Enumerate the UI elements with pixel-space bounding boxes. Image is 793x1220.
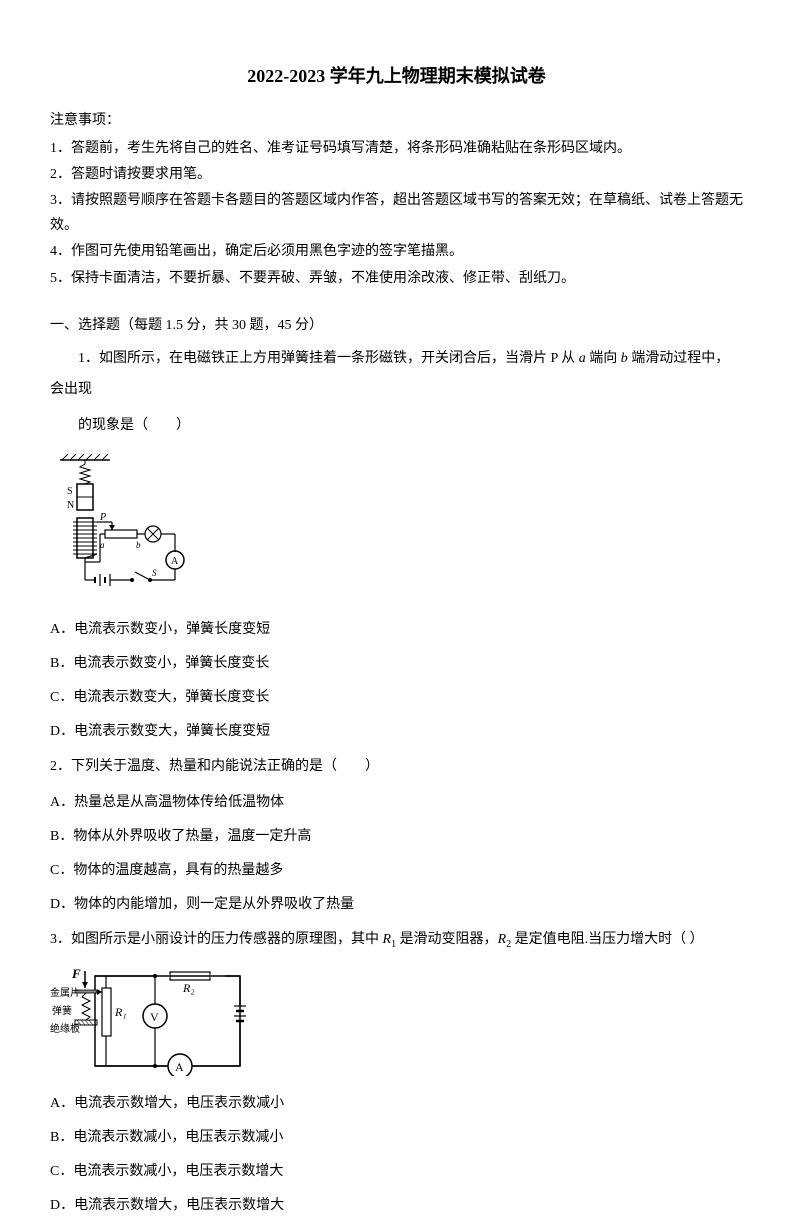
q1-text-b: 端向 (586, 351, 621, 366)
q3-text-a: 3．如图所示是小丽设计的压力传感器的原理图，其中 (50, 932, 383, 947)
section-heading: 一、选择题（每题 1.5 分，共 30 题，45 分） (50, 313, 743, 338)
q3-R2: R (498, 932, 507, 947)
q2-option-a: A．热量总是从高温物体传给低温物体 (50, 789, 743, 817)
q1-option-b: B．电流表示数变小，弹簧长度变长 (50, 650, 743, 678)
q2-option-c: C．物体的温度越高，具有的热量越多 (50, 857, 743, 885)
q3-option-a: A．电流表示数增大，电压表示数减小 (50, 1090, 743, 1118)
label-R1: R₁ (114, 1005, 127, 1019)
label-F: F (71, 966, 81, 981)
label-N: N (67, 500, 74, 511)
label-spring: 弹簧 (52, 1004, 72, 1017)
q3-text-b: 是滑动变阻器， (396, 932, 498, 947)
q3-option-d: D．电流表示数增大，电压表示数增大 (50, 1192, 743, 1220)
label-R2: R₂ (182, 981, 195, 995)
page-title: 2022-2023 学年九上物理期末模拟试卷 (50, 60, 743, 92)
figure-q1: S N P a b A (50, 452, 743, 602)
notice-heading: 注意事项： (50, 108, 743, 133)
label-A: A (175, 1060, 184, 1074)
label-S-switch: S (152, 568, 157, 578)
question-1-text: 1．如图所示，在电磁铁正上方用弹簧挂着一条形磁铁，开关闭合后，当滑片 P 从 a… (50, 344, 743, 406)
q1-text-a: 1．如图所示，在电磁铁正上方用弹簧挂着一条形磁铁，开关闭合后，当滑片 P 从 (78, 351, 579, 366)
notice-item: 4．作图可先使用铅笔画出，确定后必须用黑色字迹的签字笔描黑。 (50, 239, 743, 264)
q1-option-d: D．电流表示数变大，弹簧长度变短 (50, 718, 743, 746)
question-2-text: 2．下列关于温度、热量和内能说法正确的是（ ） (50, 752, 743, 783)
label-insulator: 绝缘板 (50, 1022, 80, 1035)
notice-item: 2．答题时请按要求用笔。 (50, 162, 743, 187)
label-b: b (136, 540, 141, 550)
notice-item: 1．答题前，考生先将自己的姓名、准考证号码填写清楚，将条形码准确粘贴在条形码区域… (50, 136, 743, 161)
q1-italic-a: a (579, 351, 586, 366)
label-S: S (67, 486, 73, 497)
question-1-text-cont: 的现象是（ ） (50, 411, 743, 442)
notice-item: 3．请按照题号顺序在答题卡各题目的答题区域内作答，超出答题区域书写的答案无效；在… (50, 188, 743, 238)
q3-option-b: B．电流表示数减小，电压表示数减小 (50, 1124, 743, 1152)
question-3-text: 3．如图所示是小丽设计的压力传感器的原理图，其中 R1 是滑动变阻器，R2 是定… (50, 925, 743, 956)
figure-q3: F 金属片 弹簧 绝缘板 R₁ R₂ V (50, 966, 743, 1076)
q2-option-b: B．物体从外界吸收了热量，温度一定升高 (50, 823, 743, 851)
notice-item: 5．保持卡面清洁，不要折暴、不要弄破、弄皱，不准使用涂改液、修正带、刮纸刀。 (50, 266, 743, 291)
label-metal: 金属片 (50, 986, 80, 999)
label-A: A (171, 556, 179, 567)
q1-italic-b: b (621, 351, 628, 366)
label-a: a (100, 540, 105, 550)
q1-option-c: C．电流表示数变大，弹簧长度变长 (50, 684, 743, 712)
q3-R1: R (383, 932, 392, 947)
q1-option-a: A．电流表示数变小，弹簧长度变短 (50, 616, 743, 644)
q2-option-d: D．物体的内能增加，则一定是从外界吸收了热量 (50, 891, 743, 919)
label-P: P (99, 512, 106, 523)
q3-text-c: 是定值电阻.当压力增大时（ ） (511, 932, 704, 947)
q3-option-c: C．电流表示数减小，电压表示数增大 (50, 1158, 743, 1186)
label-V: V (150, 1010, 159, 1024)
